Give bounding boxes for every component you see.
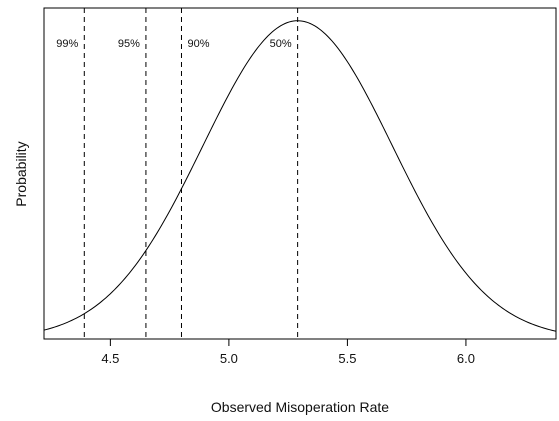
y-axis-title: Probability (13, 141, 29, 206)
x-tick-label: 5.5 (338, 351, 356, 366)
reference-label-95pct: 95% (118, 38, 140, 50)
x-tick-label: 4.5 (101, 351, 119, 366)
plot-frame (43, 7, 557, 340)
x-tick-label: 6.0 (457, 351, 475, 366)
x-axis-title: Observed Misoperation Rate (211, 399, 389, 415)
reference-label-50pct: 50% (270, 38, 292, 50)
x-tick-label: 5.0 (220, 351, 238, 366)
reference-label-99pct: 99% (56, 38, 78, 50)
reference-lines: 99% 95% 90% 50% (56, 8, 299, 339)
density-curve (43, 20, 557, 332)
x-axis: 4.5 5.0 5.5 6.0 (101, 338, 475, 366)
reference-label-90pct: 90% (187, 38, 209, 50)
